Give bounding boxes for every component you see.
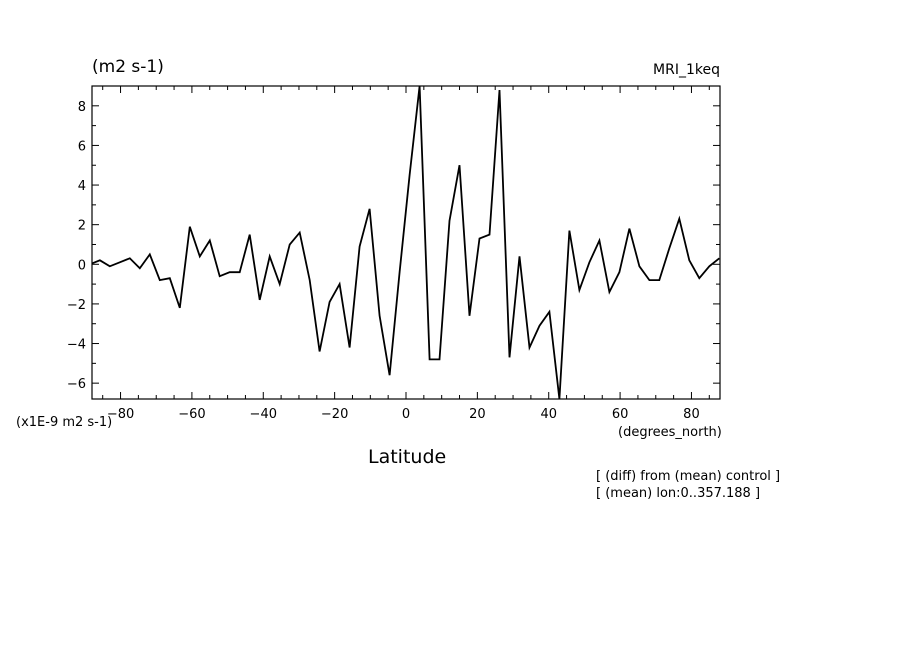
- x-tick-label: 40: [540, 407, 557, 422]
- x-tick-label: −80: [107, 407, 134, 422]
- axis-ticks: [92, 85, 720, 399]
- x-tick-label: 60: [612, 407, 629, 422]
- x-axis-title: Latitude: [368, 446, 447, 468]
- x-tick-label: 0: [402, 407, 410, 422]
- y-tick-label: 2: [78, 219, 86, 234]
- data-series: [92, 86, 720, 399]
- y-tick-label: 0: [78, 258, 86, 273]
- model-label: MRI_1keq: [653, 62, 720, 78]
- y-tick-label: 8: [78, 100, 86, 115]
- units-label: (m2 s-1): [92, 57, 164, 77]
- series-line: [92, 86, 720, 399]
- x-tick-label: −40: [250, 407, 277, 422]
- x-tick-label: −60: [178, 407, 205, 422]
- y-tick-label: 6: [78, 139, 86, 154]
- y-tick-label: −4: [67, 338, 86, 353]
- y-tick-labels: −6 −4 −2 0 2 4 6 8: [67, 100, 86, 392]
- x-tick-label: 80: [683, 407, 700, 422]
- x-units-label: (degrees_north): [618, 425, 722, 440]
- y-scale-label: (x1E-9 m2 s-1): [16, 415, 113, 430]
- x-tick-label: 20: [469, 407, 486, 422]
- plot-frame: [91, 85, 721, 400]
- x-tick-labels: −80 −60 −40 −20 0 20 40 60 80: [107, 407, 700, 422]
- y-tick-label: 4: [78, 179, 86, 194]
- note-mean: [ (mean) lon:0..357.188 ]: [596, 486, 761, 501]
- y-tick-label: −2: [67, 298, 86, 313]
- y-tick-label: −6: [67, 377, 86, 392]
- note-diff: [ (diff) from (mean) control ]: [596, 469, 781, 484]
- x-tick-label: −20: [321, 407, 348, 422]
